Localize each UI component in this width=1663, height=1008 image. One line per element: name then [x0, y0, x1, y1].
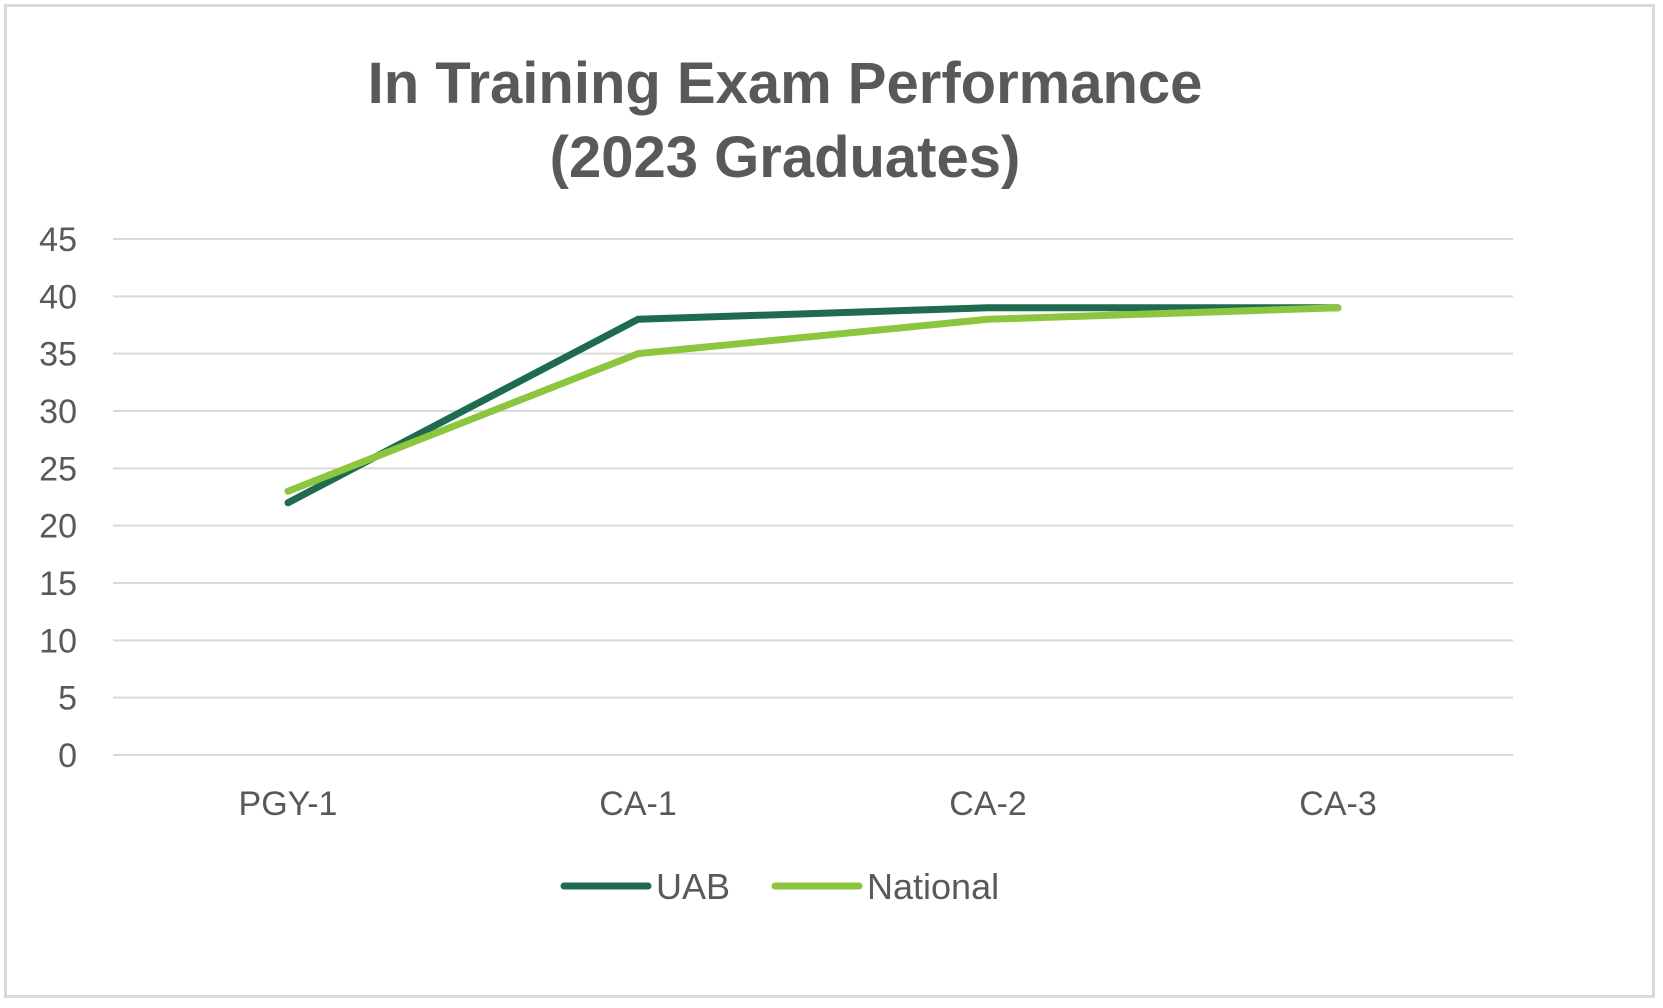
x-axis: PGY-1 CA-1 CA-2 CA-3: [239, 785, 1377, 823]
x-tick-label: PGY-1: [239, 785, 338, 823]
y-tick-label: 40: [39, 278, 77, 316]
y-tick-label: 15: [39, 565, 77, 603]
y-tick-label: 5: [58, 680, 77, 718]
legend: UAB National: [560, 866, 999, 907]
y-tick-label: 20: [39, 508, 77, 546]
chart-title: In Training Exam Performance (2023 Gradu…: [368, 51, 1203, 190]
y-tick-label: 0: [58, 737, 77, 775]
y-tick-label: 45: [39, 221, 77, 259]
y-tick-label: 30: [39, 393, 77, 431]
x-tick-label: CA-2: [949, 785, 1026, 823]
line-chart: In Training Exam Performance (2023 Gradu…: [39, 51, 1513, 907]
x-tick-label: CA-1: [599, 785, 676, 823]
y-axis: 0 5 10 15 20 25 30 35 40 45: [39, 221, 77, 775]
y-tick-label: 25: [39, 450, 77, 488]
chart-frame: In Training Exam Performance (2023 Gradu…: [4, 4, 1655, 998]
y-tick-label: 10: [39, 622, 77, 660]
series-lines: [284, 304, 1342, 507]
x-tick-label: CA-3: [1299, 785, 1376, 823]
series-line-uab: [284, 304, 1342, 507]
legend-label-uab: UAB: [656, 866, 730, 907]
y-tick-label: 35: [39, 336, 77, 374]
chart-title-line-2: (2023 Graduates): [550, 125, 1021, 190]
legend-label-national: National: [867, 866, 999, 907]
chart-title-line-1: In Training Exam Performance: [368, 51, 1203, 116]
series-line-national: [284, 304, 1342, 495]
